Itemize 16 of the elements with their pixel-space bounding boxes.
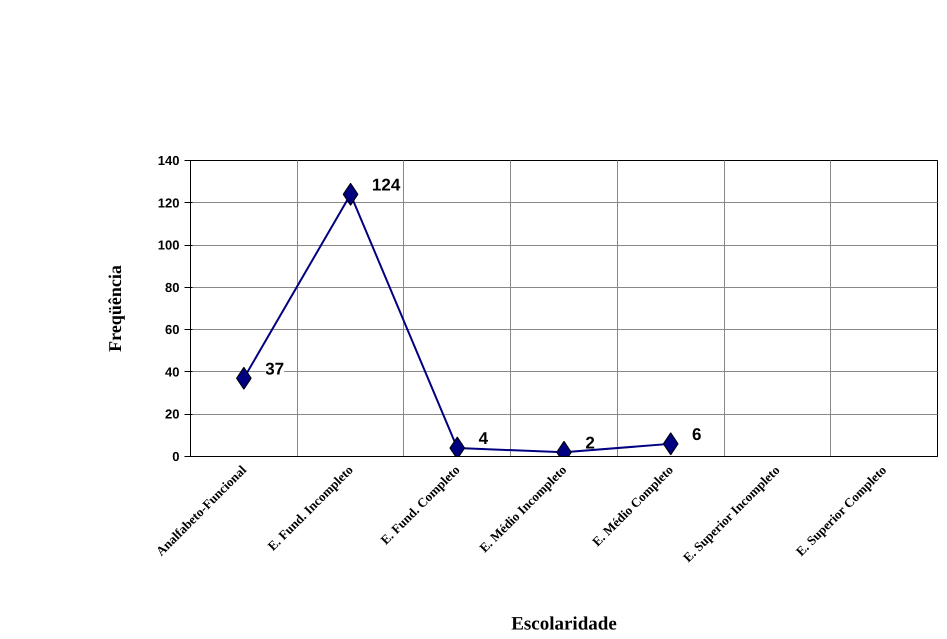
data-label: 124 <box>372 175 401 194</box>
x-axis-title: Escolaridade <box>511 613 617 634</box>
y-tick-label: 40 <box>165 364 180 380</box>
point <box>662 432 679 456</box>
y-tick-label: 100 <box>158 238 180 253</box>
y-tick-label: 140 <box>158 153 180 168</box>
data-label: 4 <box>478 429 489 448</box>
y-axis-title: Freqüência <box>104 265 125 352</box>
y-tick-label: 60 <box>165 322 180 338</box>
data-label: 37 <box>265 359 284 378</box>
data-label: 6 <box>692 424 702 444</box>
y-tick-label: 0 <box>172 449 180 464</box>
y-tick-label: 20 <box>165 406 180 422</box>
data-label: 2 <box>585 433 595 452</box>
y-tick-label: 120 <box>158 195 180 210</box>
y-tick-label: 80 <box>165 280 180 295</box>
